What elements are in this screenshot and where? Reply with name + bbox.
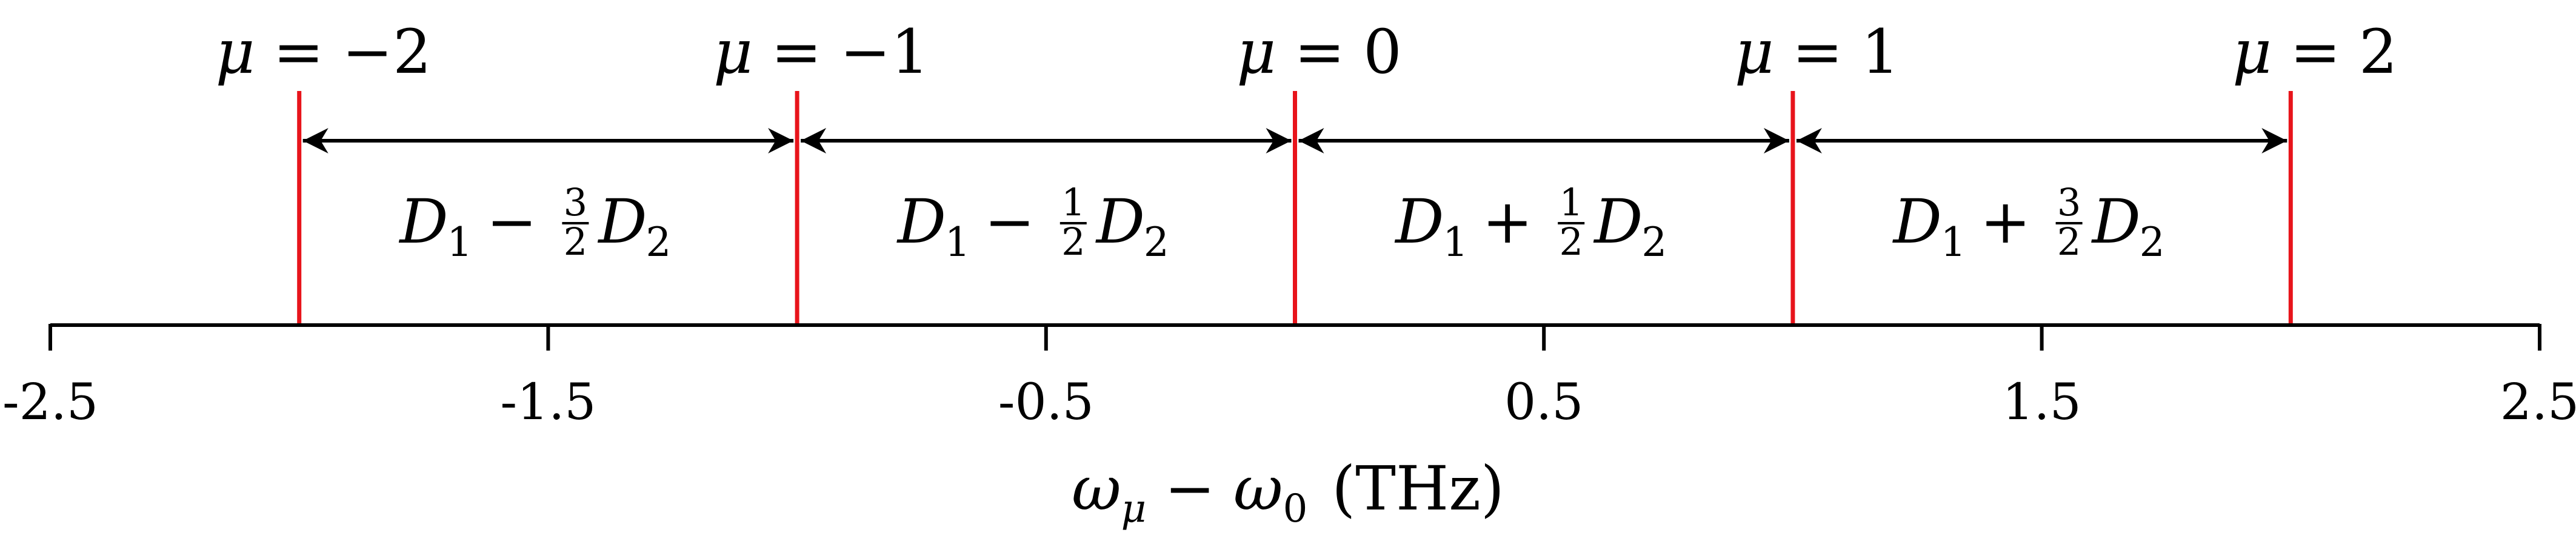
- mode-label: μ = 0: [1236, 16, 1401, 87]
- spacing-fraction-denominator: 2: [564, 220, 587, 264]
- spacing-label: D1 +12 D2: [1394, 180, 1667, 266]
- minus-sign: −: [1164, 453, 1215, 524]
- mode-label: μ = 2: [2232, 16, 2397, 87]
- spacing-fraction-denominator: 2: [1559, 220, 1583, 264]
- x-axis-tick-label: 1.5: [2002, 374, 2081, 431]
- mode-lines: [297, 91, 2293, 323]
- unit-label: (THz): [1332, 453, 1504, 524]
- mode-label-mu: μ: [713, 16, 753, 87]
- spacing-fraction-denominator: 2: [2057, 220, 2081, 264]
- spacing-d2: D: [597, 186, 647, 257]
- omega-subscript-mu: μ: [1121, 486, 1147, 531]
- spacing-d2-subscript: 2: [1144, 219, 1169, 266]
- mode-label: μ = 1: [1735, 16, 1900, 87]
- x-axis-title: ωμ − ω0 (THz): [1072, 453, 1504, 531]
- mode-label: μ = −1: [713, 16, 929, 87]
- mode-label-value: 2: [2359, 16, 2398, 87]
- mode-labels: μ = −2 μ = −1 μ = 0 μ = 1 μ = 2: [216, 16, 2398, 87]
- spacing-operator: −: [487, 186, 538, 257]
- spacing-d1-subscript: 1: [1443, 219, 1468, 266]
- mode-label-value: 0: [1363, 16, 1402, 87]
- spacing-d2-subscript: 2: [646, 219, 671, 266]
- spacing-d2: D: [1095, 186, 1145, 257]
- x-axis-ticks: -2.5 -1.5 -0.5 0.5 1.5 2.5: [2, 324, 2576, 431]
- spacing-operator: +: [1980, 186, 2031, 257]
- spacing-fraction-numerator: 3: [564, 180, 587, 224]
- x-axis-tick-label: 2.5: [2500, 374, 2576, 431]
- mode-label-equals: =: [2290, 16, 2341, 87]
- x-axis-tick-label: -0.5: [998, 374, 1094, 431]
- spacing-d1-subscript: 1: [447, 219, 472, 266]
- spacing-operator: +: [1482, 186, 1533, 257]
- mode-label-mu: μ: [216, 16, 255, 87]
- spacing-d2: D: [2091, 186, 2141, 257]
- spacing-fraction-numerator: 1: [1559, 180, 1583, 224]
- spacing-d2-subscript: 2: [2140, 219, 2165, 266]
- spacing-label: D1−12 D2: [896, 180, 1169, 266]
- mode-label-equals: =: [771, 16, 822, 87]
- spacing-d1-subscript: 1: [945, 219, 970, 266]
- omega-symbol: ω: [1072, 453, 1121, 524]
- mode-label-value: 1: [1861, 16, 1900, 87]
- spacing-d2-subscript: 2: [1641, 219, 1667, 266]
- mode-label-mu: μ: [1735, 16, 1774, 87]
- omega-zero-symbol: ω: [1233, 453, 1283, 524]
- mode-label-mu: μ: [1236, 16, 1276, 87]
- spacing-label: D1 +32 D2: [1892, 180, 2165, 266]
- omega-subscript-zero: 0: [1283, 486, 1308, 531]
- spacing-d1: D: [1394, 186, 1444, 257]
- mode-label: μ = −2: [216, 16, 432, 87]
- spacing-d2: D: [1593, 186, 1643, 257]
- spacing-d1: D: [896, 186, 946, 257]
- spacing-fraction-numerator: 3: [2057, 180, 2081, 224]
- mode-label-value: −2: [342, 16, 431, 87]
- spacing-label: D1−32 D2: [398, 180, 671, 266]
- mode-label-mu: μ: [2232, 16, 2272, 87]
- x-axis-tick-label: -1.5: [500, 374, 596, 431]
- spacing-fraction-numerator: 1: [1061, 180, 1085, 224]
- mode-label-equals: =: [1294, 16, 1345, 87]
- mode-label-equals: =: [1792, 16, 1843, 87]
- spacing-operator: −: [984, 186, 1035, 257]
- mode-label-value: −1: [840, 16, 929, 87]
- x-axis-tick-label: -2.5: [2, 374, 98, 431]
- spacing-d1: D: [398, 186, 448, 257]
- mode-label-equals: =: [273, 16, 324, 87]
- spacing-d1: D: [1892, 186, 1942, 257]
- spacing-labels: D1−32 D2 D1−12 D2 D1 +12 D2 D1 +32 D2: [398, 180, 2164, 266]
- spacing-fraction-denominator: 2: [1061, 220, 1085, 264]
- spacing-d1-subscript: 1: [1941, 219, 1966, 266]
- x-axis-tick-label: 0.5: [1504, 374, 1583, 431]
